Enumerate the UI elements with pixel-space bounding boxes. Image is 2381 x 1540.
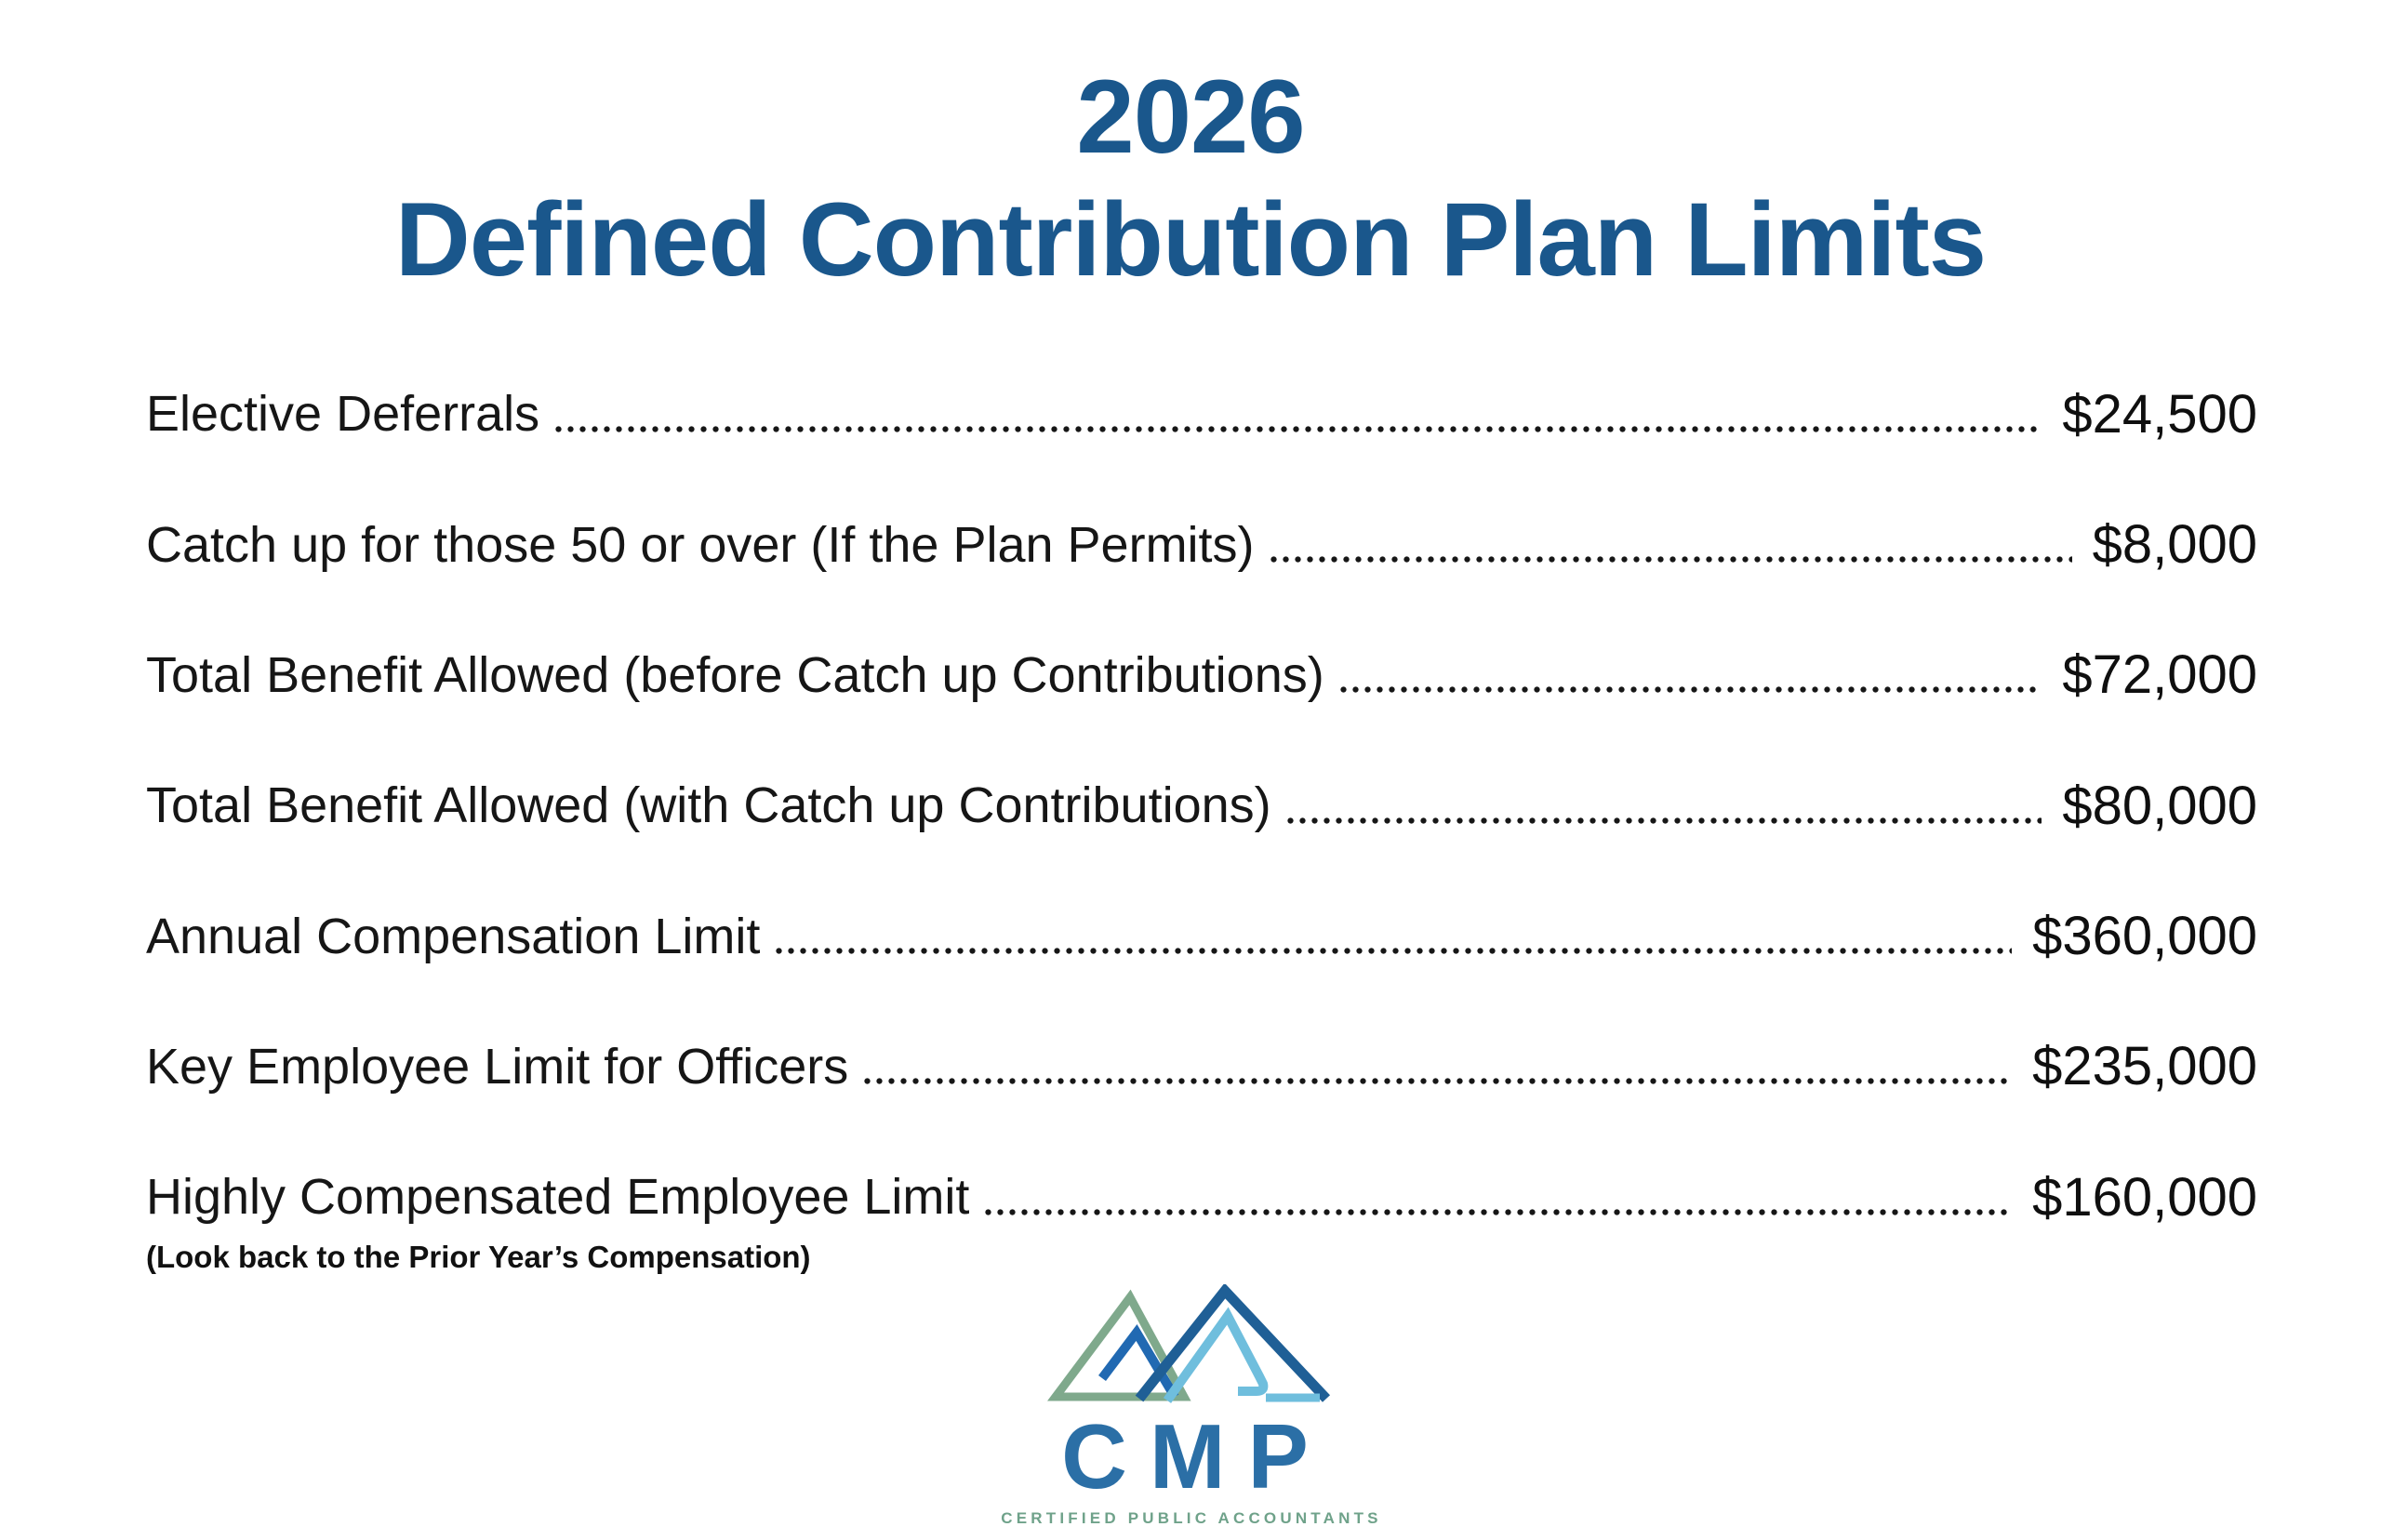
row-label: Annual Compensation Limit	[146, 908, 761, 964]
row-label: Highly Compensated Employee Limit	[146, 1169, 970, 1226]
limits-list: Elective Deferrals $24,500 Catch up for …	[146, 383, 2257, 1228]
row-label: Total Benefit Allowed (before Catch up C…	[146, 646, 1324, 703]
row-value: $72,000	[2062, 644, 2257, 706]
row-value: $160,000	[2032, 1166, 2257, 1228]
row-label: Key Employee Limit for Officers	[146, 1038, 849, 1095]
list-item: Total Benefit Allowed (before Catch up C…	[146, 644, 2257, 706]
row-value: $235,000	[2032, 1036, 2257, 1097]
dot-leader	[1284, 816, 2042, 825]
dot-leader	[1267, 554, 2072, 564]
title-year: 2026	[1076, 59, 1305, 175]
mountains-icon	[1047, 1283, 1331, 1403]
lookback-footnote: (Look back to the Prior Year’s Compensat…	[146, 1239, 811, 1274]
row-value: $80,000	[2062, 775, 2257, 836]
row-value: $8,000	[2092, 513, 2257, 575]
list-item: Elective Deferrals $24,500	[146, 383, 2257, 445]
row-label: Elective Deferrals	[146, 386, 540, 443]
row-value: $360,000	[2032, 905, 2257, 966]
dot-leader	[773, 946, 2013, 955]
list-item: Total Benefit Allowed (with Catch up Con…	[146, 775, 2257, 836]
cmp-tagline: CERTIFIED PUBLIC ACCOUNTANTS	[1001, 1508, 1382, 1527]
dot-leader	[982, 1207, 2013, 1216]
cmp-wordmark: CMP	[1061, 1404, 1331, 1507]
dot-leader	[1337, 685, 2042, 695]
list-item: Annual Compensation Limit $360,000	[146, 909, 2257, 963]
list-item: Highly Compensated Employee Limit $160,0…	[146, 1166, 2257, 1228]
list-item: Catch up for those 50 or over (If the Pl…	[146, 513, 2257, 575]
row-label: Total Benefit Allowed (with Catch up Con…	[146, 777, 1271, 834]
page-title: 2026 Defined Contribution Plan Limits	[0, 0, 2381, 301]
list-item: Key Employee Limit for Officers $235,000	[146, 1036, 2257, 1097]
row-label: Catch up for those 50 or over (If the Pl…	[146, 516, 1255, 573]
cmp-logo: CMP CERTIFIED PUBLIC ACCOUNTANTS	[0, 1283, 2381, 1528]
title-text: Defined Contribution Plan Limits	[394, 181, 1987, 299]
dot-leader	[861, 1077, 2013, 1086]
row-value: $24,500	[2062, 383, 2257, 445]
dot-leader	[552, 424, 2042, 433]
